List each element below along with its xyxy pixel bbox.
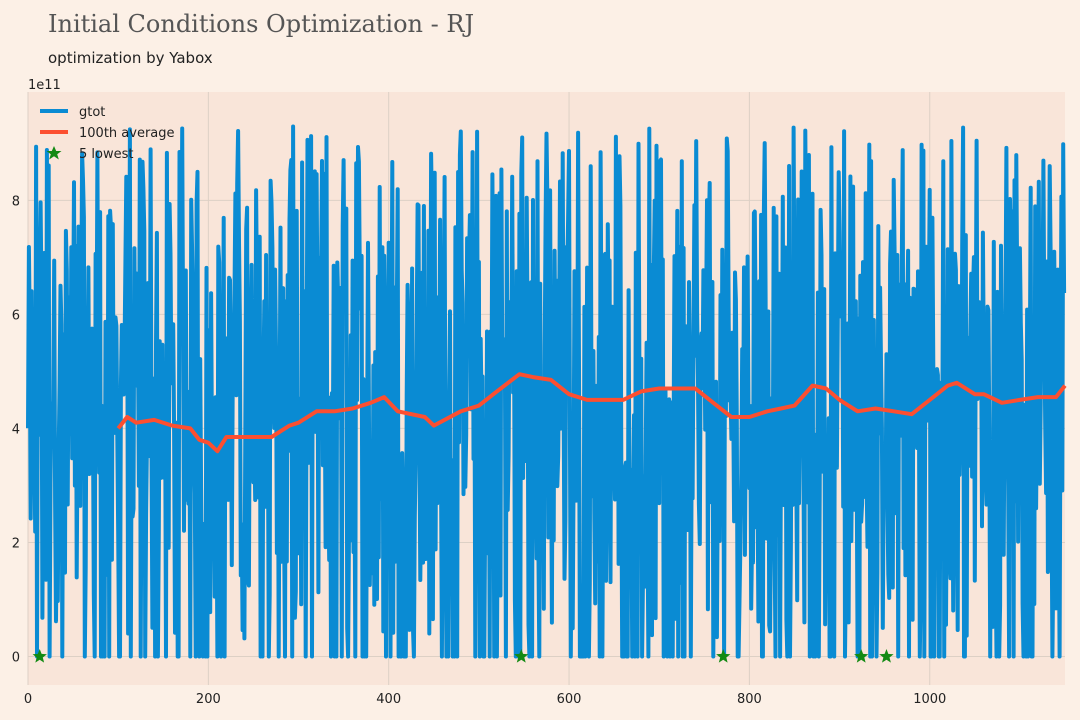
lowest-point-marker: [32, 649, 47, 663]
x-tick-label: 400: [376, 692, 401, 707]
chart-subtitle: optimization by Yabox: [48, 49, 213, 67]
series-gtot-line: [26, 124, 1067, 659]
y-tick-label: 4: [12, 422, 20, 437]
series-layer: [26, 124, 1067, 663]
legend: gtot 100th average 5 lowest: [40, 105, 175, 162]
y-tick-label: 2: [12, 536, 20, 551]
chart-title: Initial Conditions Optimization - RJ: [48, 10, 474, 38]
tick-labels: 0 200 400 600 800 1000 0 2 4 6 8: [12, 194, 947, 707]
lowest-point-marker: [514, 649, 529, 663]
y-tick-label: 8: [12, 194, 20, 209]
legend-average-label: 100th average: [79, 126, 175, 141]
series-100th-average-line: [116, 372, 1067, 454]
lowest-point-marker: [716, 649, 731, 663]
y-tick-label: 6: [12, 308, 20, 323]
x-tick-label: 1000: [913, 692, 946, 707]
x-tick-label: 0: [24, 692, 32, 707]
legend-gtot-label: gtot: [79, 105, 105, 120]
x-tick-label: 600: [557, 692, 582, 707]
lowest-point-marker: [879, 649, 894, 663]
legend-lowest-star: [46, 146, 62, 160]
y-tick-label: 0: [12, 650, 20, 665]
x-tick-label: 800: [737, 692, 762, 707]
legend-lowest-label: 5 lowest: [79, 147, 133, 162]
y-offset-label: 1e11: [28, 78, 61, 93]
lowest-point-marker: [854, 649, 869, 663]
x-tick-label: 200: [196, 692, 221, 707]
